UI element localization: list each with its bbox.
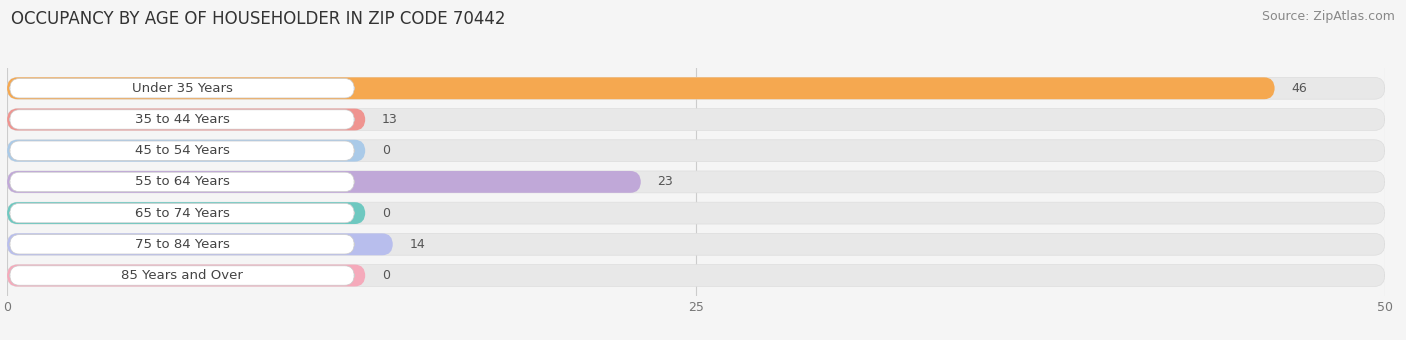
FancyBboxPatch shape (7, 140, 1385, 161)
FancyBboxPatch shape (7, 171, 641, 193)
FancyBboxPatch shape (10, 235, 354, 254)
FancyBboxPatch shape (10, 203, 354, 223)
FancyBboxPatch shape (7, 265, 1385, 286)
FancyBboxPatch shape (10, 172, 354, 191)
FancyBboxPatch shape (7, 140, 366, 161)
FancyBboxPatch shape (7, 78, 1385, 99)
FancyBboxPatch shape (7, 108, 366, 131)
Text: 23: 23 (658, 175, 673, 188)
FancyBboxPatch shape (7, 171, 1385, 193)
FancyBboxPatch shape (10, 141, 354, 160)
FancyBboxPatch shape (7, 265, 366, 286)
FancyBboxPatch shape (7, 233, 392, 255)
FancyBboxPatch shape (7, 108, 1385, 131)
Text: Source: ZipAtlas.com: Source: ZipAtlas.com (1261, 10, 1395, 23)
FancyBboxPatch shape (10, 110, 354, 129)
FancyBboxPatch shape (7, 78, 1275, 99)
Text: 45 to 54 Years: 45 to 54 Years (135, 144, 229, 157)
Text: 0: 0 (382, 269, 389, 282)
Text: 55 to 64 Years: 55 to 64 Years (135, 175, 229, 188)
Text: Under 35 Years: Under 35 Years (132, 82, 232, 95)
FancyBboxPatch shape (7, 233, 1385, 255)
FancyBboxPatch shape (7, 202, 366, 224)
Text: 0: 0 (382, 144, 389, 157)
Text: 85 Years and Over: 85 Years and Over (121, 269, 243, 282)
FancyBboxPatch shape (10, 266, 354, 285)
Text: 75 to 84 Years: 75 to 84 Years (135, 238, 229, 251)
Text: 13: 13 (382, 113, 398, 126)
FancyBboxPatch shape (10, 79, 354, 98)
Text: 0: 0 (382, 207, 389, 220)
FancyBboxPatch shape (7, 202, 1385, 224)
Text: OCCUPANCY BY AGE OF HOUSEHOLDER IN ZIP CODE 70442: OCCUPANCY BY AGE OF HOUSEHOLDER IN ZIP C… (11, 10, 506, 28)
Text: 65 to 74 Years: 65 to 74 Years (135, 207, 229, 220)
Text: 46: 46 (1291, 82, 1308, 95)
Text: 14: 14 (409, 238, 425, 251)
Text: 35 to 44 Years: 35 to 44 Years (135, 113, 229, 126)
